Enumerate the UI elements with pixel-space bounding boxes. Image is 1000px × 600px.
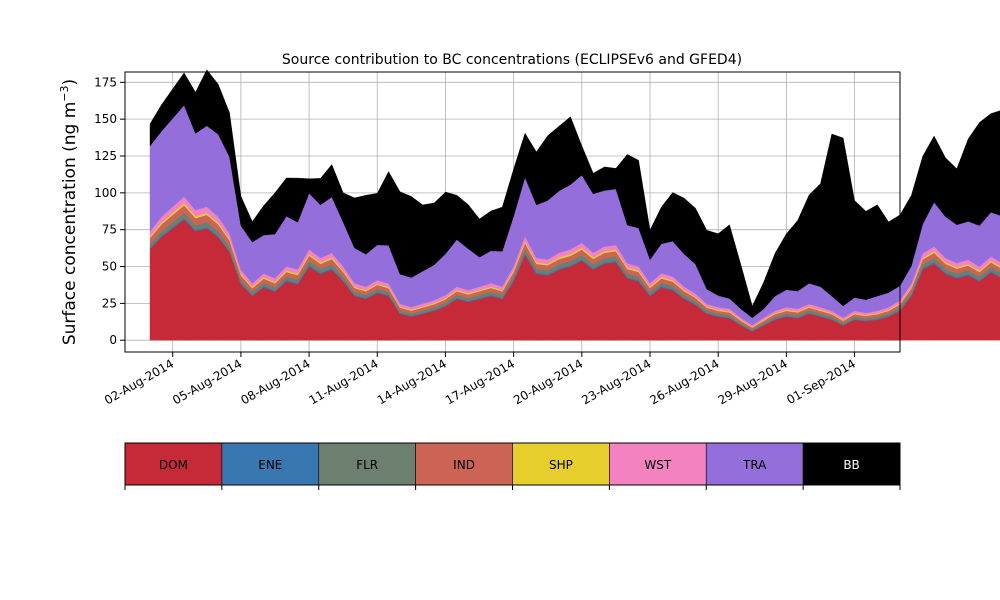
legend-label-shp: SHP [549,458,573,472]
y-axis-label-superscript: −3 [58,85,71,101]
legend-label-bb: BB [843,458,859,472]
x-tick-label: 01-Sep-2014 [784,356,858,407]
legend-label-ene: ENE [258,458,282,472]
legend-swatch-wst [609,442,707,486]
x-tick-label: 29-Aug-2014 [716,356,790,407]
y-tick-label: 0 [109,333,117,347]
legend-label-wst: WST [644,458,671,472]
x-tick-label: 11-Aug-2014 [307,356,381,407]
x-tick-label: 23-Aug-2014 [579,356,653,407]
x-tick-label: 26-Aug-2014 [647,356,721,407]
x-tick-label: 17-Aug-2014 [443,356,517,407]
legend-colorbar: DOM ENE FLR IND SHP WST TRA BB [124,442,901,490]
y-tick-label: 100 [94,186,117,200]
y-axis-label-close: ) [60,79,80,86]
y-tick-label: 50 [102,260,117,274]
x-tick-label: 02-Aug-2014 [102,356,176,407]
legend-swatch-bb [802,442,901,486]
legend-label-tra: TRA [742,458,767,472]
y-tick-label: 150 [94,112,117,126]
x-tick-label: 20-Aug-2014 [511,356,585,407]
chart-title: Source contribution to BC concentrations… [282,52,742,68]
x-axis: 02-Aug-201405-Aug-201408-Aug-201411-Aug-… [102,352,858,407]
stacked-areas [149,69,1000,341]
y-tick-label: 75 [102,223,117,237]
y-tick-label: 125 [94,149,117,163]
area-bb [149,69,1000,319]
y-tick-label: 175 [94,75,117,89]
legend-swatch-ind [415,442,513,486]
legend-label-dom: DOM [159,458,188,472]
x-tick-label: 08-Aug-2014 [238,356,312,407]
legend-swatch-ene [221,442,320,486]
x-tick-label: 14-Aug-2014 [375,356,449,407]
plot-frame [124,71,901,353]
y-tick-label: 25 [102,296,117,310]
y-axis-label-main: Surface concentration (ng m [60,102,80,345]
legend-label-ind: IND [453,458,475,472]
y-axis-label: Surface concentration (ng m−3) [58,79,80,345]
legend-label-flr: FLR [356,458,378,472]
x-tick-label: 05-Aug-2014 [170,356,244,407]
legend-frame [124,442,901,486]
y-axis: 0 25 50 75 100 125 150 175 [94,75,125,347]
